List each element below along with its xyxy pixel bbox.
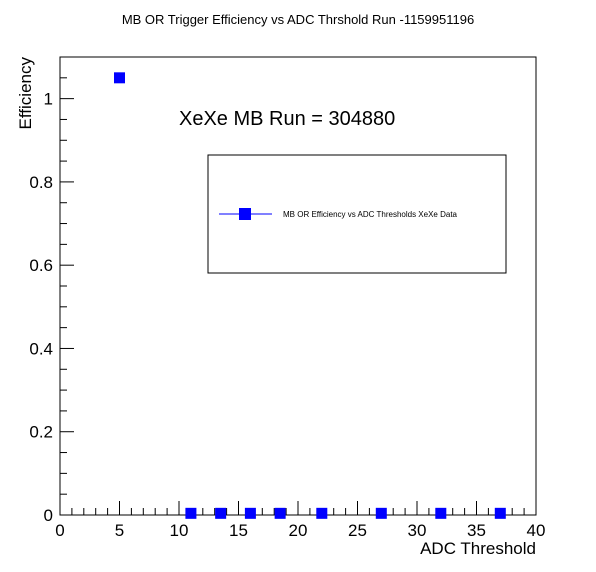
- y-axis: 0 0.2 0.4 0.6 0.8 1: [29, 56, 74, 525]
- x-axis-label: ADC Threshold: [420, 539, 536, 558]
- data-points: [114, 72, 506, 519]
- x-tick-label: 10: [170, 521, 189, 540]
- data-point: [244, 507, 256, 519]
- data-point: [274, 507, 286, 519]
- data-point: [494, 507, 506, 519]
- data-point: [375, 507, 387, 519]
- x-tick-label: 20: [289, 521, 308, 540]
- y-tick-label: 0.2: [29, 423, 53, 442]
- x-tick-label: 35: [467, 521, 486, 540]
- legend: MB OR Efficiency vs ADC Thresholds XeXe …: [207, 154, 507, 274]
- data-point: [316, 507, 328, 519]
- y-tick-label: 0: [44, 506, 53, 525]
- data-point: [435, 507, 447, 519]
- y-tick-label: 1: [44, 90, 53, 109]
- run-annotation: XeXe MB Run = 304880: [179, 108, 395, 130]
- data-point: [215, 507, 227, 519]
- y-tick-label: 0.4: [29, 339, 53, 358]
- y-tick-label: 0.6: [29, 256, 53, 275]
- data-point: [114, 72, 125, 84]
- x-tick-label: 15: [229, 521, 248, 540]
- y-tick-label: 0.8: [29, 173, 53, 192]
- legend-label: MB OR Efficiency vs ADC Thresholds XeXe …: [283, 210, 458, 219]
- chart-title: MB OR Trigger Efficiency vs ADC Thrshold…: [122, 12, 474, 27]
- x-tick-label: 25: [348, 521, 367, 540]
- x-tick-label: 30: [408, 521, 427, 540]
- y-axis-label: Efficiency: [16, 57, 35, 130]
- legend-marker: [239, 208, 251, 220]
- x-tick-label: 40: [527, 521, 546, 540]
- data-point: [185, 507, 197, 519]
- x-tick-label: 0: [55, 521, 64, 540]
- x-axis: 0 5 10 15 20 25 30 35 40: [55, 501, 545, 540]
- x-tick-label: 5: [115, 521, 124, 540]
